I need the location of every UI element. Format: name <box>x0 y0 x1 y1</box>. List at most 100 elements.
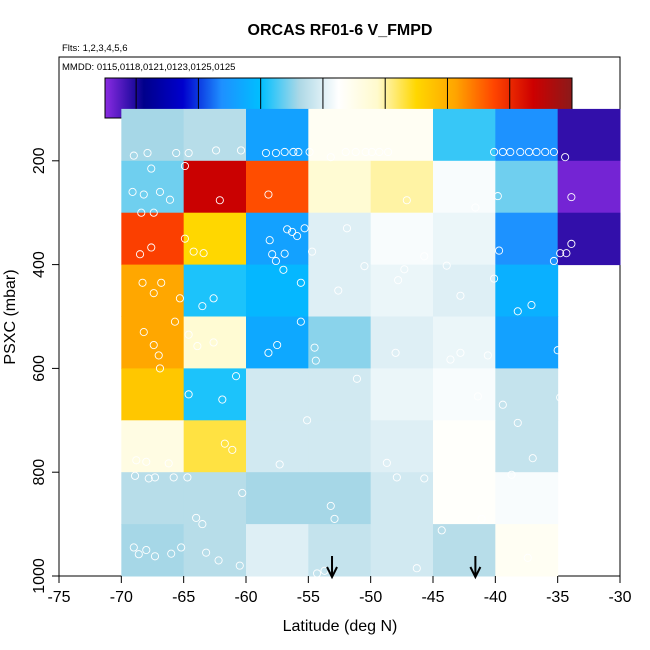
observation-point <box>149 340 158 350</box>
observation-point <box>326 153 335 162</box>
observation-point <box>167 549 176 558</box>
heatmap-cell <box>246 212 309 266</box>
observation-point <box>169 473 178 482</box>
observation-point <box>184 330 193 339</box>
observation-point <box>268 250 277 259</box>
observation-point <box>139 328 148 337</box>
observation-point <box>477 514 486 523</box>
observation-point <box>541 147 550 157</box>
heatmap-cell <box>433 368 496 421</box>
observation-point <box>214 556 223 565</box>
heatmap-cell <box>308 264 372 317</box>
observation-point <box>308 247 317 256</box>
observation-point <box>147 164 156 173</box>
observation-point <box>138 278 147 287</box>
observation-point <box>129 543 138 552</box>
observation-point <box>341 147 350 157</box>
heatmap-cell <box>557 160 621 214</box>
heatmap-cell <box>370 212 434 266</box>
chart-title: ORCAS RF01-6 V_FMPD <box>248 22 433 39</box>
observation-point <box>334 286 343 295</box>
observation-point <box>177 543 186 552</box>
heatmap-cell <box>121 316 185 369</box>
flights-label: Flts: 1,2,3,4,5,6 <box>62 43 127 54</box>
observation-point <box>294 147 303 157</box>
heatmap-cell <box>308 316 372 369</box>
observation-point <box>420 474 429 483</box>
observation-point <box>132 456 141 465</box>
heatmap-cell <box>246 368 309 421</box>
heatmap-cell <box>183 524 247 577</box>
observation-point <box>189 247 198 256</box>
observation-point <box>490 147 499 157</box>
observation-point <box>228 445 237 454</box>
observation-point <box>273 340 282 350</box>
heatmap-cell <box>308 368 372 421</box>
heatmap-cell <box>433 108 496 162</box>
heatmap-cell <box>246 524 309 577</box>
observation-point <box>513 307 522 316</box>
observation-point <box>261 148 270 158</box>
observation-point <box>556 249 565 258</box>
observation-point <box>202 548 211 557</box>
observation-point <box>164 459 173 468</box>
observation-point <box>288 227 297 236</box>
observation-point <box>215 196 224 205</box>
y-axis: 200 400 600 800 1000 <box>31 147 59 594</box>
heatmap-cell <box>183 368 247 421</box>
heatmap-cell <box>246 472 309 525</box>
observation-point <box>384 147 393 157</box>
observation-point <box>473 392 482 401</box>
observation-point <box>170 317 179 326</box>
observation-point <box>134 550 143 559</box>
observation-point <box>289 147 298 157</box>
observation-point <box>184 148 193 158</box>
observation-point <box>183 473 192 482</box>
observation-point <box>180 234 189 243</box>
observation-point <box>149 289 158 298</box>
observation-point <box>527 301 536 310</box>
heatmap-cell <box>246 108 309 162</box>
x-tick-label: -70 <box>110 589 133 606</box>
heatmap-cell <box>183 316 247 369</box>
heatmap-cell <box>308 420 372 473</box>
observation-point <box>391 348 400 357</box>
observation-point <box>394 276 403 285</box>
observation-point <box>532 147 541 157</box>
observation-point <box>402 196 411 205</box>
observation-point <box>220 439 229 448</box>
heatmap-cell <box>495 108 559 162</box>
y-tick-label: 200 <box>31 147 48 174</box>
heatmap-cells <box>121 108 621 577</box>
observation-point <box>305 147 314 157</box>
observation-point <box>313 569 322 578</box>
observation-point <box>493 192 502 201</box>
heatmap-cell <box>370 264 434 317</box>
heatmap-cell <box>246 160 309 214</box>
observation-point <box>209 338 218 347</box>
observation-point <box>456 348 465 357</box>
heatmap-cell <box>308 212 372 266</box>
latitude-arrow <box>469 556 482 580</box>
x-tick-label: -75 <box>47 589 70 606</box>
latitude-arrows <box>326 556 482 580</box>
heatmap-cell <box>308 524 372 577</box>
observation-point <box>150 552 160 561</box>
observation-point <box>567 239 576 248</box>
observation-point <box>149 208 158 217</box>
observation-point <box>265 236 274 245</box>
heatmap-cell <box>495 316 559 369</box>
observation-point <box>296 317 305 326</box>
observation-point <box>553 346 562 355</box>
observation-point <box>271 148 280 158</box>
observation-point <box>300 224 309 233</box>
heatmap-cell <box>121 368 185 421</box>
observation-point <box>198 520 207 529</box>
observation-point <box>231 372 241 381</box>
heatmap-cell <box>495 472 559 525</box>
observation-point <box>143 148 152 158</box>
heatmap-cell <box>433 524 496 577</box>
heatmap-cell <box>495 264 559 317</box>
heatmap-cell <box>308 472 372 525</box>
observation-point <box>180 161 189 171</box>
